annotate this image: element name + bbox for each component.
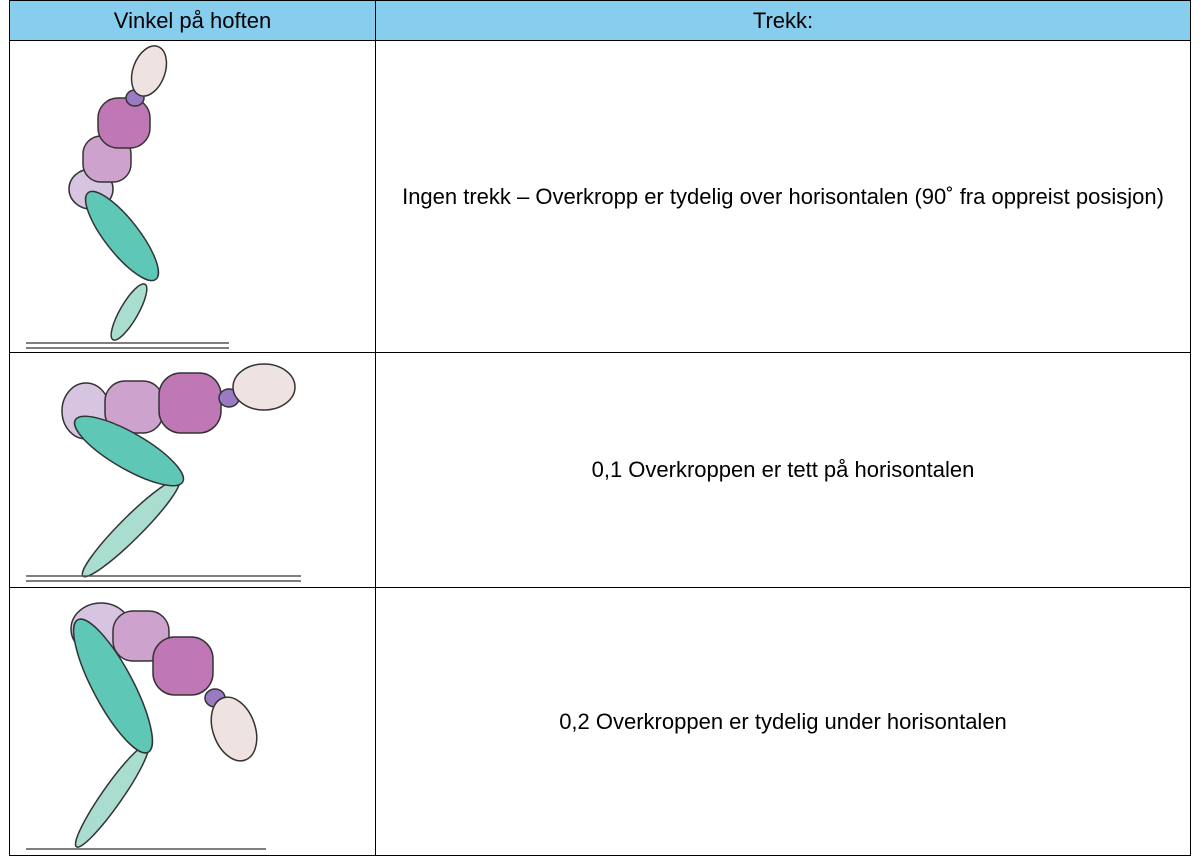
head xyxy=(210,696,258,762)
head xyxy=(130,45,168,97)
thigh xyxy=(72,618,154,754)
criteria-table: Vinkel på hoften Trekk: Ingen trekk – Ov… xyxy=(9,0,1191,856)
hip-angle-figure xyxy=(26,363,301,582)
figure-group xyxy=(26,602,266,850)
table-row: Ingen trekk – Overkropp er tydelig over … xyxy=(9,40,1191,353)
shin xyxy=(81,478,181,578)
hip-angle-figure xyxy=(26,45,229,349)
table-row: 0,2 Overkroppen er tydelig under horison… xyxy=(9,587,1191,856)
shin xyxy=(74,744,150,848)
figure-cell xyxy=(9,587,376,856)
thigh xyxy=(84,190,160,282)
figure-group xyxy=(26,363,301,582)
figure-cell xyxy=(9,40,376,353)
head xyxy=(232,363,296,411)
figure-cell xyxy=(9,352,376,588)
row-description: 0,2 Overkroppen er tydelig under horison… xyxy=(375,587,1191,856)
table-row: 0,1 Overkroppen er tett på horisontalen xyxy=(9,352,1191,588)
thigh xyxy=(73,415,185,487)
row-description: 0,1 Overkroppen er tett på horisontalen xyxy=(375,352,1191,588)
hip-angle-figure xyxy=(26,602,266,850)
upper-torso xyxy=(97,97,151,149)
header-row: Vinkel på hoften Trekk: xyxy=(9,0,1191,41)
upper-torso xyxy=(158,372,222,434)
shin xyxy=(110,283,148,341)
figure-group xyxy=(26,45,229,349)
upper-torso xyxy=(152,636,214,696)
header-cell: Trekk: xyxy=(375,0,1191,41)
row-description: Ingen trekk – Overkropp er tydelig over … xyxy=(375,40,1191,353)
header-cell: Vinkel på hoften xyxy=(9,0,376,41)
